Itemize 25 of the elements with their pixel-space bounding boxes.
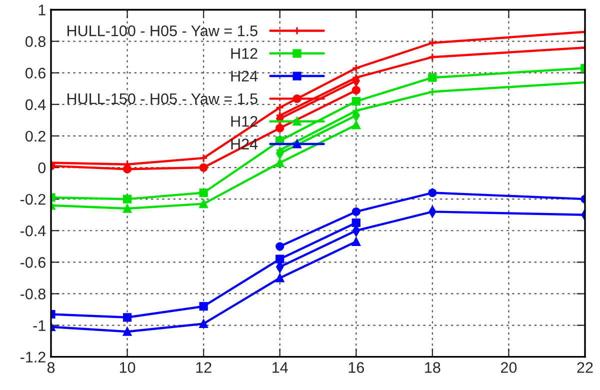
y-tick-label: -0.2 xyxy=(20,194,46,205)
legend-label: HULL-150 - H05 - Yaw = 1.5 xyxy=(68,93,258,104)
legend-label: HULL-100 - H05 - Yaw = 1.5 xyxy=(68,25,258,36)
x-tick-label: 14 xyxy=(272,362,288,373)
y-tick-label: 0.6 xyxy=(26,68,46,79)
x-tick-label: 22 xyxy=(577,362,593,373)
y-tick-label: -1 xyxy=(33,320,46,331)
x-tick-label: 12 xyxy=(196,362,212,373)
x-tick-label: 16 xyxy=(348,362,364,373)
legend-label: H12 xyxy=(231,48,258,59)
y-tick-label: -0.8 xyxy=(20,288,46,300)
y-tick-label: 0 xyxy=(38,162,46,174)
x-tick-label: 10 xyxy=(120,362,136,373)
y-tick-label: 0.2 xyxy=(26,130,46,142)
y-tick-label: -0.6 xyxy=(20,257,46,268)
legend-label: H12 xyxy=(231,116,258,127)
x-tick-label: 18 xyxy=(425,362,440,373)
x-tick-label: 8 xyxy=(47,362,55,373)
x-tick-label: 20 xyxy=(500,362,517,373)
y-tick-label: 0.4 xyxy=(26,99,46,110)
y-tick-label: -0.4 xyxy=(20,226,46,236)
legend-label: H24 xyxy=(231,70,258,82)
y-tick-label: 1 xyxy=(38,4,46,16)
y-tick-label: 0.8 xyxy=(26,36,46,47)
y-tick-label: -1.2 xyxy=(20,352,46,362)
